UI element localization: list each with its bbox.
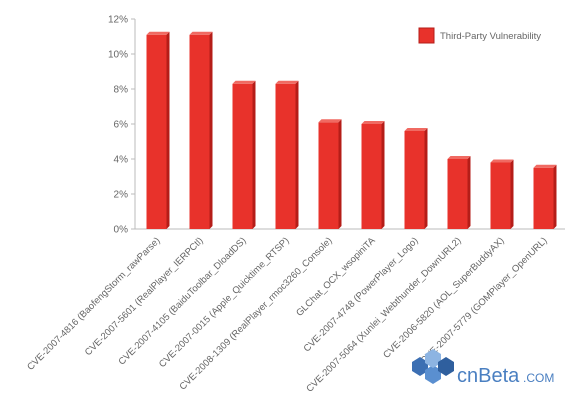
- bar-top: [490, 159, 514, 163]
- bar-top: [232, 80, 256, 84]
- x-category-label: GLChat_OCX_wsopiniTA: [294, 235, 378, 319]
- bar-top: [318, 119, 342, 123]
- bars: [146, 31, 557, 229]
- bar: [189, 31, 213, 229]
- bar: [533, 164, 557, 229]
- y-tick-label: 4%: [114, 155, 129, 166]
- bar-side: [209, 31, 213, 229]
- bar-side: [295, 80, 299, 229]
- bar-top: [447, 156, 471, 159]
- x-category-label: CVE-2008-1309 (RealPlayer_rmoc3260_Conso…: [177, 235, 334, 392]
- bar-side: [166, 31, 170, 229]
- bar-face: [318, 122, 339, 229]
- bar: [232, 80, 256, 229]
- legend-label: Third-Party Vulnerability: [440, 31, 541, 42]
- legend-swatch: [418, 27, 435, 44]
- bar-top: [404, 128, 428, 131]
- brand-name: cnBeta: [457, 365, 520, 387]
- bar: [404, 128, 428, 229]
- bar-side: [467, 156, 471, 229]
- bar-face: [404, 131, 425, 229]
- bar-face: [490, 162, 511, 229]
- bar: [275, 80, 299, 229]
- cnbeta-logo-icon: [412, 349, 454, 384]
- bar-top: [361, 121, 385, 124]
- bar-face: [533, 167, 554, 229]
- bar: [146, 31, 170, 229]
- bar-face: [146, 34, 167, 229]
- y-tick-label: 8%: [114, 85, 129, 96]
- bar-top: [189, 31, 213, 35]
- bar-face: [232, 83, 253, 229]
- y-tick-label: 0%: [114, 225, 129, 236]
- bar-top: [533, 164, 557, 168]
- bar-top: [275, 80, 299, 84]
- bar: [318, 119, 342, 229]
- bar: [447, 156, 471, 229]
- bar-face: [275, 83, 296, 229]
- legend: Third-Party Vulnerability: [418, 27, 541, 44]
- y-tick-label: 10%: [108, 50, 128, 61]
- bar: [361, 121, 385, 229]
- bar-side: [252, 80, 256, 229]
- bar-side: [510, 159, 514, 229]
- bar-side: [338, 119, 342, 229]
- y-tick-label: 2%: [114, 190, 129, 201]
- brand-suffix: .COM: [523, 371, 554, 385]
- bar-face: [447, 159, 468, 229]
- y-tick-label: 6%: [114, 120, 129, 131]
- y-tick-label: 12%: [108, 15, 128, 26]
- bar-side: [553, 164, 557, 229]
- bar-side: [381, 121, 385, 229]
- cnbeta-watermark: cnBeta .COM: [412, 349, 554, 387]
- bar-face: [361, 124, 382, 229]
- bar: [490, 159, 514, 229]
- bar-face: [189, 34, 210, 229]
- bar-side: [424, 128, 428, 229]
- bar-top: [146, 31, 170, 35]
